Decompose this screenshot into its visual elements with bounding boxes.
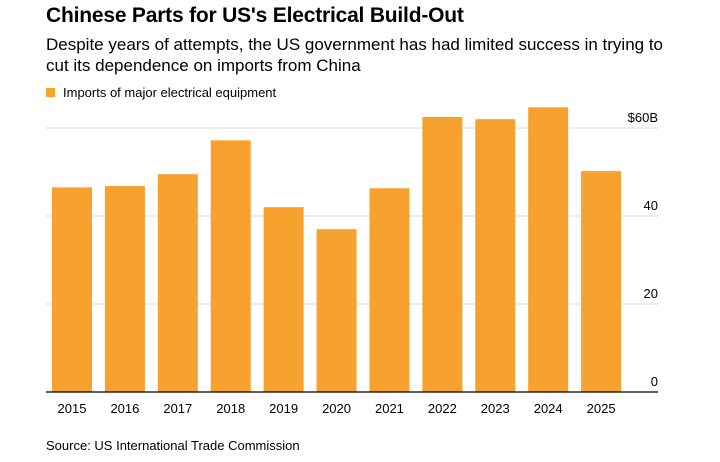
x-tick-label: 2016: [110, 401, 139, 416]
legend-swatch: [46, 88, 55, 97]
bar: [422, 117, 463, 392]
legend-label: Imports of major electrical equipment: [63, 85, 277, 100]
chart-title: Chinese Parts for US's Electrical Build-…: [46, 4, 464, 27]
bar: [528, 107, 569, 392]
bar: [210, 140, 251, 392]
y-tick-label: 40: [644, 198, 658, 213]
x-tick-label: 2025: [587, 401, 616, 416]
x-tick-label: 2023: [481, 401, 510, 416]
y-tick-label: 20: [644, 286, 658, 301]
bar: [581, 171, 622, 392]
source-note: Source: US International Trade Commissio…: [46, 438, 300, 453]
x-tick-label: 2022: [428, 401, 457, 416]
bar: [263, 207, 304, 392]
bar: [369, 188, 410, 392]
x-tick-label: 2018: [216, 401, 245, 416]
y-tick-label: 0: [651, 374, 658, 389]
x-tick-label: 2024: [534, 401, 563, 416]
x-tick-label: 2021: [375, 401, 404, 416]
bar: [316, 229, 357, 392]
bar: [157, 174, 198, 392]
x-tick-label: 2015: [58, 401, 87, 416]
chart-subtitle: Despite years of attempts, the US govern…: [46, 35, 664, 75]
bar: [52, 187, 92, 392]
x-tick-label: 2020: [322, 401, 351, 416]
x-tick-label: 2017: [163, 401, 192, 416]
y-tick-label: $60B: [628, 110, 658, 125]
x-tick-label: 2019: [269, 401, 298, 416]
bar: [104, 186, 145, 392]
legend: Imports of major electrical equipment: [46, 85, 276, 100]
bar: [475, 119, 516, 392]
